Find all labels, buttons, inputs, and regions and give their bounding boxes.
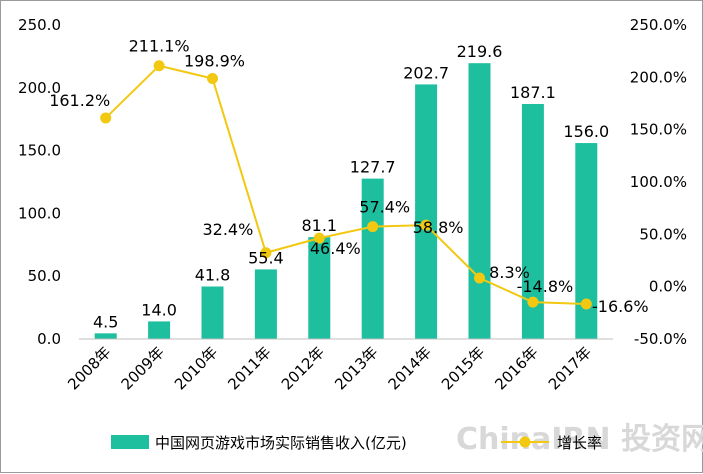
bar xyxy=(254,269,277,339)
legend: 中国网页游戏市场实际销售收入(亿元) 增长率 xyxy=(111,434,602,452)
bar-series xyxy=(94,63,598,339)
bar-value-label: 81.1 xyxy=(301,216,337,235)
growth-value-label: 211.1% xyxy=(129,37,190,56)
growth-point xyxy=(207,72,218,84)
x-tick-label: 2010年 xyxy=(171,343,221,393)
growth-value-label: -16.6% xyxy=(592,297,649,316)
legend-line-label: 增长率 xyxy=(557,434,602,452)
right-axis: -50.0% 0.0% 50.0% 100.0% 150.0% 200.0% 250.0% xyxy=(630,16,687,348)
growth-point xyxy=(260,247,272,259)
x-tick-label: 2008年 xyxy=(64,343,114,393)
x-tick-label: 2012年 xyxy=(278,343,328,393)
growth-point xyxy=(153,60,165,72)
x-axis-labels: 2008年 2009年 2010年 2011年 2012年 2013年 2014年 2015年… xyxy=(64,343,595,393)
left-tick-label: 200.0 xyxy=(18,79,61,97)
growth-value-label: 8.3% xyxy=(489,263,530,282)
growth-point xyxy=(367,221,379,233)
x-tick-label: 2015年 xyxy=(438,343,488,393)
growth-value-label: 161.2% xyxy=(49,91,110,110)
x-tick-label: 2009年 xyxy=(118,343,168,393)
left-axis: 0.0 50.0 100.0 150.0 200.0 250.0 xyxy=(18,16,61,348)
bar xyxy=(415,84,438,339)
x-tick-label: 2017年 xyxy=(545,343,595,393)
growth-point xyxy=(313,232,325,244)
left-tick-label: 100.0 xyxy=(18,204,61,222)
growth-value-label: 198.9% xyxy=(184,51,245,70)
right-tick-label: 100.0% xyxy=(630,173,687,191)
growth-point xyxy=(527,296,539,308)
left-tick-label: 150.0 xyxy=(18,142,61,160)
right-tick-label: -50.0% xyxy=(634,330,687,348)
growth-line xyxy=(105,64,587,306)
bar-value-label: 202.7 xyxy=(403,63,449,82)
bar xyxy=(94,333,117,339)
bar xyxy=(361,178,384,339)
bar xyxy=(201,286,224,339)
growth-point xyxy=(474,272,485,284)
bar xyxy=(468,63,491,339)
x-tick-label: 2011年 xyxy=(224,343,274,393)
growth-point xyxy=(580,298,592,310)
line-series xyxy=(100,60,592,310)
left-tick-label: 250.0 xyxy=(18,16,61,34)
line-data-labels: 161.2% 211.1%198.9% 32.4% 46.4% 57.4%58.8% 8.… xyxy=(49,37,648,316)
left-tick-label: 50.0 xyxy=(28,267,61,285)
left-tick-label: 0.0 xyxy=(37,330,61,348)
bar-value-label: 156.0 xyxy=(563,122,609,141)
legend-bar-label: 中国网页游戏市场实际销售收入(亿元) xyxy=(155,434,407,452)
bar xyxy=(521,104,544,339)
watermark: ChinaIRN 投资网 xyxy=(456,422,703,457)
growth-point xyxy=(100,112,112,124)
bar-value-label: 4.5 xyxy=(93,312,118,331)
bar-value-label: 55.4 xyxy=(248,248,284,267)
bar xyxy=(148,321,171,339)
bar xyxy=(308,237,331,339)
legend-bar-swatch xyxy=(111,435,149,449)
x-tick-label: 2016年 xyxy=(491,343,541,393)
right-tick-label: 50.0% xyxy=(639,225,687,243)
bar-value-label: 127.7 xyxy=(350,158,396,177)
growth-value-label: 46.4% xyxy=(310,239,361,258)
growth-value-label: 57.4% xyxy=(359,198,410,217)
bar-value-label: 41.8 xyxy=(195,265,231,284)
bar-value-label: 14.0 xyxy=(141,300,177,319)
growth-value-label: 58.8% xyxy=(413,218,464,237)
bar xyxy=(575,143,598,339)
right-tick-label: 250.0% xyxy=(630,16,687,34)
bar-value-label: 219.6 xyxy=(457,42,503,61)
right-tick-label: 0.0% xyxy=(649,278,687,296)
growth-value-label: -14.8% xyxy=(517,277,574,296)
bar-data-labels: 4.5 14.0 41.8 55.4 81.1 127.7 202.7 219.6 187.1 1… xyxy=(93,42,609,331)
x-tick-label: 2014年 xyxy=(385,343,435,393)
bar-value-label: 187.1 xyxy=(510,83,556,102)
right-tick-label: 200.0% xyxy=(630,68,687,86)
growth-value-label: 32.4% xyxy=(202,220,253,239)
legend-line-marker xyxy=(519,436,531,448)
x-tick-label: 2013年 xyxy=(331,343,381,393)
growth-point xyxy=(420,219,432,231)
right-tick-label: 150.0% xyxy=(630,121,687,139)
